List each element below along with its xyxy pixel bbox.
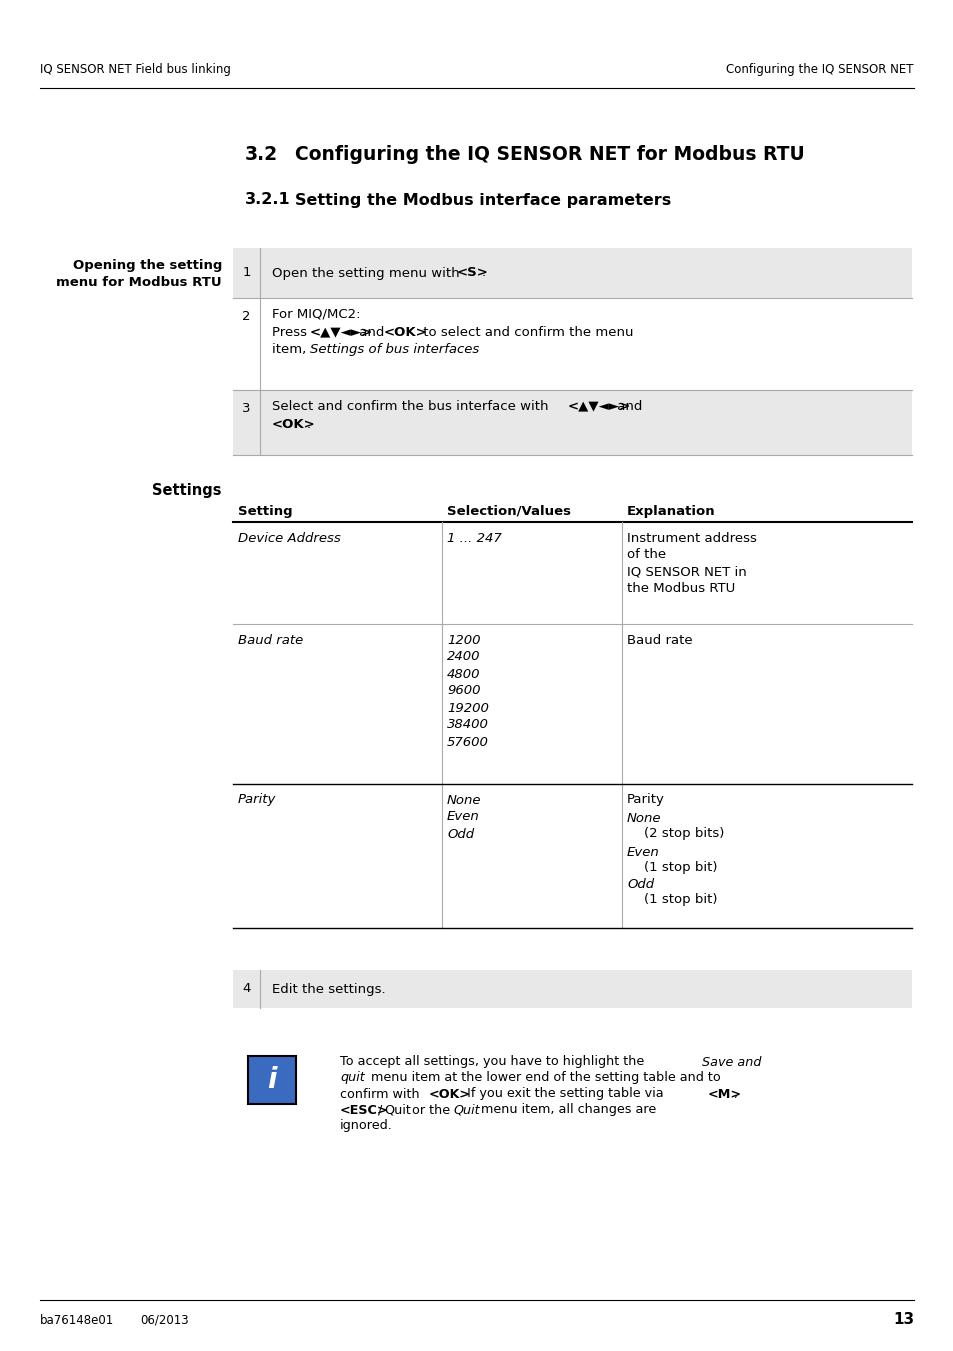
Text: 2: 2	[242, 309, 251, 323]
Text: <▲▼◄►>: <▲▼◄►>	[310, 326, 373, 339]
Text: Edit the settings.: Edit the settings.	[272, 982, 385, 996]
Bar	[233, 970, 911, 1008]
Text: Settings of bus interfaces: Settings of bus interfaces	[310, 343, 478, 357]
Text: Odd: Odd	[626, 878, 654, 890]
Text: Even: Even	[447, 811, 479, 824]
Text: Parity: Parity	[626, 793, 664, 807]
Text: 4800: 4800	[447, 667, 480, 681]
Text: .: .	[481, 266, 486, 280]
Bar	[248, 1056, 295, 1104]
Text: <OK>: <OK>	[272, 417, 315, 431]
Text: 38400: 38400	[447, 719, 488, 731]
Text: Quit: Quit	[453, 1104, 479, 1116]
Text: menu item at the lower end of the setting table and to: menu item at the lower end of the settin…	[367, 1071, 720, 1085]
Text: Device Address: Device Address	[237, 531, 340, 544]
Text: 1200: 1200	[447, 634, 480, 647]
Text: Explanation: Explanation	[626, 504, 715, 517]
Text: Configuring the IQ SENSOR NET for Modbus RTU: Configuring the IQ SENSOR NET for Modbus…	[294, 146, 804, 165]
Text: .: .	[307, 417, 311, 431]
Text: IQ SENSOR NET Field bus linking: IQ SENSOR NET Field bus linking	[40, 63, 231, 77]
Text: Selection/Values: Selection/Values	[447, 504, 571, 517]
Text: Press: Press	[272, 326, 311, 339]
Text: 9600: 9600	[447, 685, 480, 697]
Text: <M>: <M>	[707, 1088, 741, 1101]
Text: (1 stop bit): (1 stop bit)	[626, 862, 717, 874]
Bar	[233, 390, 911, 455]
Text: Instrument address: Instrument address	[626, 531, 756, 544]
Text: ba76148e01: ba76148e01	[40, 1313, 114, 1327]
Text: <S>: <S>	[456, 266, 488, 280]
Text: ignored.: ignored.	[339, 1120, 393, 1132]
Text: Open the setting menu with: Open the setting menu with	[272, 266, 463, 280]
Text: ,: ,	[732, 1088, 737, 1101]
Text: <OK>: <OK>	[429, 1088, 471, 1101]
Text: 57600: 57600	[447, 735, 488, 748]
Text: Setting: Setting	[237, 504, 293, 517]
Text: menu for Modbus RTU: menu for Modbus RTU	[56, 276, 222, 289]
Text: 4: 4	[242, 982, 251, 996]
Bar	[233, 249, 911, 299]
Text: i: i	[267, 1066, 276, 1094]
Text: Quit: Quit	[384, 1104, 411, 1116]
Text: 3: 3	[242, 401, 251, 415]
Text: IQ SENSOR NET in: IQ SENSOR NET in	[626, 566, 746, 578]
Text: 1 ... 247: 1 ... 247	[447, 531, 501, 544]
Text: Parity: Parity	[237, 793, 276, 807]
Text: and: and	[355, 326, 388, 339]
Text: 2400: 2400	[447, 650, 480, 663]
Text: . If you exit the setting table via: . If you exit the setting table via	[458, 1088, 667, 1101]
Text: <ESC>: <ESC>	[339, 1104, 388, 1116]
Text: 13: 13	[892, 1313, 913, 1328]
Text: Configuring the IQ SENSOR NET: Configuring the IQ SENSOR NET	[726, 63, 913, 77]
Text: Settings: Settings	[152, 482, 222, 497]
Text: <OK>: <OK>	[384, 326, 427, 339]
Text: Odd: Odd	[447, 828, 474, 840]
Text: to select and confirm the menu: to select and confirm the menu	[418, 326, 633, 339]
Text: /: /	[377, 1104, 382, 1116]
Text: (2 stop bits): (2 stop bits)	[626, 828, 723, 840]
Text: Even: Even	[626, 846, 659, 858]
Text: 3.2: 3.2	[245, 146, 278, 165]
Text: or the: or the	[408, 1104, 454, 1116]
Text: Save and: Save and	[701, 1055, 760, 1069]
Text: 19200: 19200	[447, 701, 488, 715]
Text: For MIQ/MC2:: For MIQ/MC2:	[272, 308, 360, 320]
Text: Select and confirm the bus interface with: Select and confirm the bus interface wit…	[272, 400, 552, 412]
Text: Baud rate: Baud rate	[237, 634, 303, 647]
Text: (1 stop bit): (1 stop bit)	[626, 893, 717, 907]
Text: of the: of the	[626, 549, 665, 562]
Text: menu item, all changes are: menu item, all changes are	[476, 1104, 656, 1116]
Text: <▲▼◄►>: <▲▼◄►>	[567, 400, 631, 412]
Text: and: and	[613, 400, 641, 412]
Text: Baud rate: Baud rate	[626, 634, 692, 647]
Text: quit: quit	[339, 1071, 364, 1085]
Text: None: None	[447, 793, 481, 807]
Text: item,: item,	[272, 343, 310, 357]
Text: the Modbus RTU: the Modbus RTU	[626, 582, 735, 596]
Text: To accept all settings, you have to highlight the: To accept all settings, you have to high…	[339, 1055, 648, 1069]
Text: confirm with: confirm with	[339, 1088, 423, 1101]
Text: None: None	[626, 812, 660, 824]
Text: 1: 1	[242, 266, 251, 280]
Text: Opening the setting: Opening the setting	[72, 258, 222, 272]
Text: 06/2013: 06/2013	[140, 1313, 189, 1327]
Text: Setting the Modbus interface parameters: Setting the Modbus interface parameters	[294, 192, 671, 208]
Text: 3.2.1: 3.2.1	[245, 192, 291, 208]
